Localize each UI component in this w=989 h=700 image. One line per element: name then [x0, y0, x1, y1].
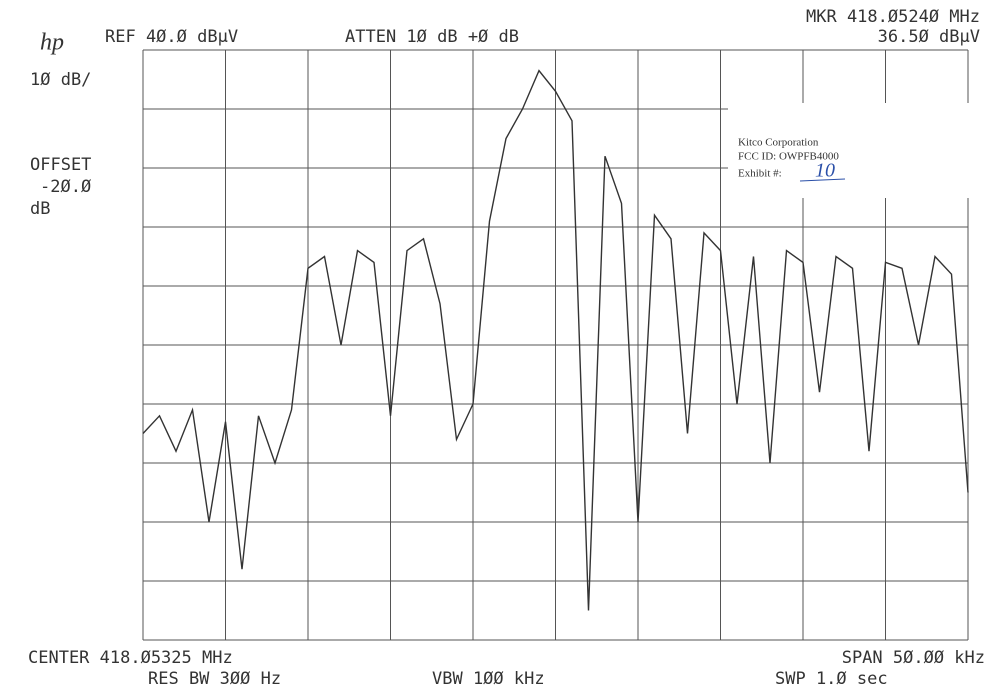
- center-frequency: CENTER 418.Ø5325 MHz: [28, 648, 233, 668]
- stamp-exhibit-label: Exhibit #:: [738, 168, 782, 180]
- offset-unit: dB: [30, 199, 50, 219]
- attenuation: ATTEN 1Ø dB +Ø dB: [345, 27, 519, 47]
- stamp-fcc-id: FCC ID: OWPFB4000: [738, 151, 839, 163]
- ref-level: REF 4Ø.Ø dBµV: [105, 27, 238, 47]
- resolution-bandwidth: RES BW 3ØØ Hz: [148, 669, 281, 689]
- stamp-company: Kitco Corporation: [738, 137, 819, 149]
- offset-label: OFFSET: [30, 155, 91, 175]
- stamp-box: [728, 103, 986, 198]
- stamp-exhibit-number: 10: [815, 160, 835, 182]
- sweep-time: SWP 1.Ø sec: [775, 669, 888, 689]
- marker-frequency: MKR 418.Ø524Ø MHz: [806, 7, 980, 27]
- stamp-underline: [799, 178, 846, 182]
- span: SPAN 5Ø.ØØ kHz: [842, 648, 985, 668]
- logo: hp: [40, 30, 64, 56]
- offset-value: -2Ø.Ø: [40, 177, 91, 197]
- scale: 1Ø dB/: [30, 70, 91, 90]
- marker-level: 36.5Ø dBµV: [878, 27, 980, 47]
- video-bandwidth: VBW 1ØØ kHz: [432, 669, 545, 689]
- trace: [142, 69, 969, 611]
